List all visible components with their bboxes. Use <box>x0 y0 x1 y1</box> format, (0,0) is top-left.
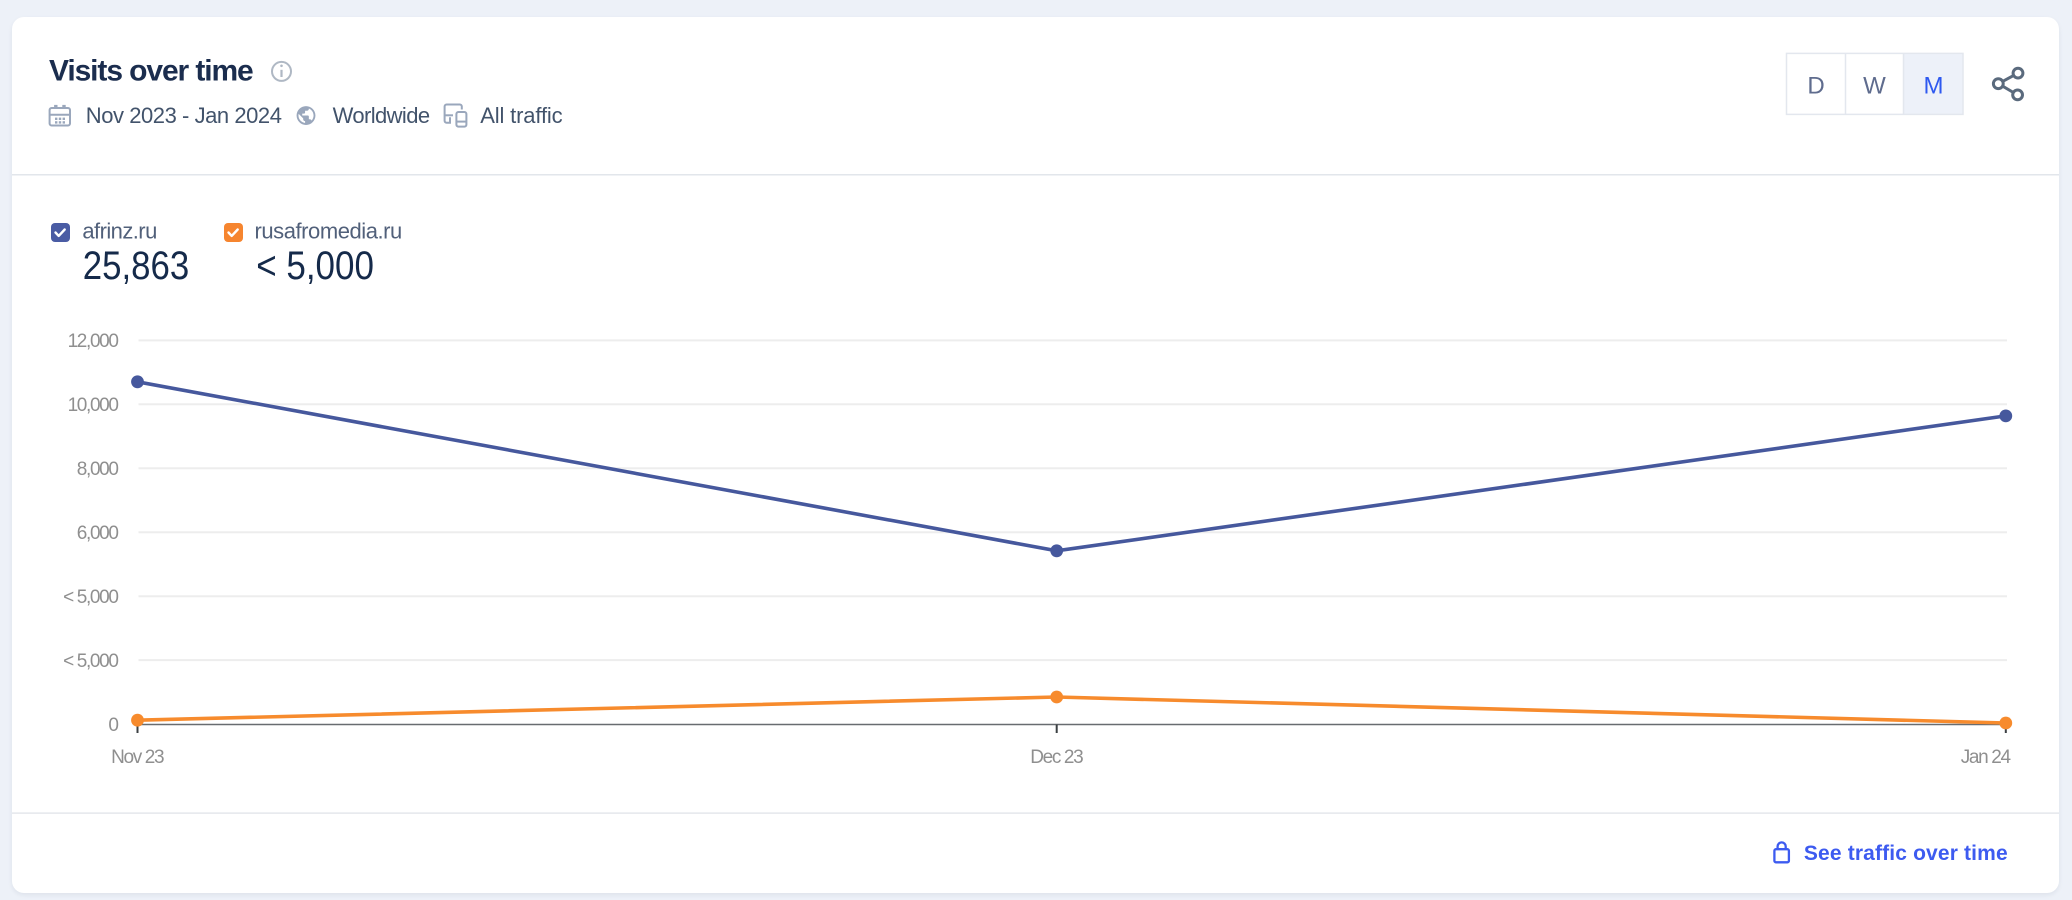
svg-text:Worldwide: Worldwide <box>333 103 430 128</box>
svg-text:< 5,000: < 5,000 <box>63 587 118 608</box>
svg-text:D: D <box>1807 73 1824 100</box>
svg-text:W: W <box>1863 73 1886 100</box>
svg-text:See traffic over time: See traffic over time <box>1804 842 2008 865</box>
svg-text:0: 0 <box>108 715 118 736</box>
svg-text:6,000: 6,000 <box>77 523 119 544</box>
svg-text:Dec 23: Dec 23 <box>1030 747 1083 768</box>
svg-text:afrinz.ru: afrinz.ru <box>82 219 156 244</box>
svg-text:12,000: 12,000 <box>68 331 119 352</box>
svg-text:rusafromedia.ru: rusafromedia.ru <box>255 219 402 244</box>
svg-text:< 5,000: < 5,000 <box>63 651 118 672</box>
svg-text:M: M <box>1924 73 1944 100</box>
svg-text:< 5,000: < 5,000 <box>256 243 374 288</box>
svg-text:All traffic: All traffic <box>480 103 562 128</box>
svg-text:10,000: 10,000 <box>68 395 119 416</box>
svg-text:Visits over time: Visits over time <box>49 55 253 88</box>
svg-text:Nov 23: Nov 23 <box>111 747 164 768</box>
svg-text:8,000: 8,000 <box>77 459 119 480</box>
svg-text:Jan 24: Jan 24 <box>1961 747 2012 768</box>
svg-text:25,863: 25,863 <box>83 243 189 288</box>
svg-text:Nov 2023 - Jan 2024: Nov 2023 - Jan 2024 <box>86 103 282 128</box>
